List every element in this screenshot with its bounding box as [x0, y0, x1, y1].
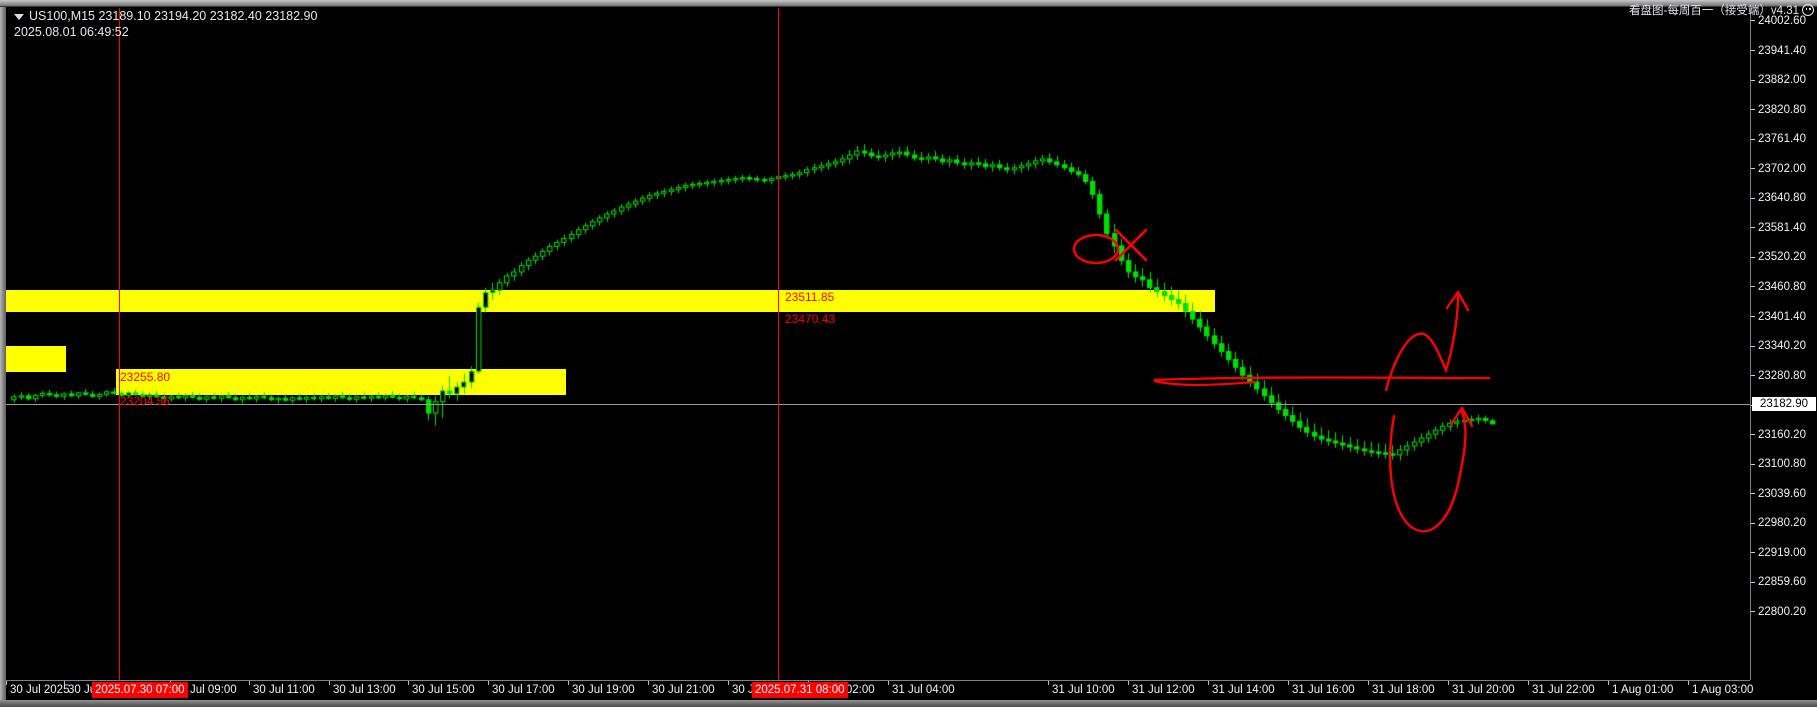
crosshair-time-badge: 2025.07.30 07:00 [92, 682, 188, 698]
time-axis-tick: 30 Jul 2025 [10, 684, 70, 696]
axis-tick-mark [1751, 345, 1755, 347]
time-axis-tick: 30 Jul 21:00 [652, 684, 715, 696]
axis-tick-mark [1288, 681, 1289, 685]
price-axis-tick: 23100.80 [1751, 457, 1817, 471]
axis-tick-mark [728, 681, 729, 685]
time-axis-tick: 1 Aug 03:00 [1692, 684, 1754, 696]
axis-tick-mark [6, 681, 7, 685]
axis-tick-mark [1751, 581, 1755, 583]
axis-tick-mark [64, 681, 65, 685]
time-axis-tick: 31 Jul 04:00 [892, 684, 955, 696]
window-left-rail [0, 7, 6, 707]
time-axis-tick: 31 Jul 16:00 [1292, 684, 1355, 696]
axis-tick-mark [1751, 434, 1755, 436]
axis-tick-mark [1048, 681, 1049, 685]
price-axis-tick: 23882.00 [1751, 73, 1817, 87]
axis-tick-mark [1751, 168, 1755, 170]
crosshair-time-badge: 2025.07.31 08:00 [752, 682, 848, 698]
axis-tick-mark [1368, 681, 1369, 685]
time-axis-tick: 1 Aug 01:00 [1612, 684, 1674, 696]
crosshair-vertical-line-1[interactable] [119, 8, 120, 680]
time-axis-tick: 31 Jul 12:00 [1132, 684, 1195, 696]
axis-tick-mark [1208, 681, 1209, 685]
axis-tick-mark [568, 681, 569, 685]
candlestick-series [6, 8, 1750, 680]
time-axis-tick: 31 Jul 10:00 [1052, 684, 1115, 696]
price-axis[interactable]: 24002.60 23941.40 23882.00 23820.80 23761.40… [1750, 8, 1817, 680]
demand-zone-bottom-label: 23204.56 [120, 394, 171, 408]
axis-tick-mark [648, 681, 649, 685]
price-axis-tick: 23761.40 [1751, 132, 1817, 146]
axis-tick-mark [1751, 50, 1755, 52]
axis-tick-mark [1751, 463, 1755, 465]
price-axis-tick: 23702.00 [1751, 162, 1817, 176]
price-axis-tick: 24002.60 [1751, 14, 1817, 28]
axis-tick-mark [1751, 493, 1755, 495]
price-axis-tick: 22859.60 [1751, 575, 1817, 589]
axis-tick-mark [1448, 681, 1449, 685]
time-axis-tick: 31 Jul 20:00 [1452, 684, 1515, 696]
axis-tick-mark [1751, 552, 1755, 554]
current-price-badge: 23182.90 [1752, 397, 1816, 411]
time-axis-tick: 30 Jul 13:00 [333, 684, 396, 696]
axis-tick-mark [1751, 256, 1755, 258]
price-axis-tick: 22800.20 [1751, 605, 1817, 619]
time-axis-tick: 30 Jul 11:00 [253, 684, 315, 696]
price-axis-tick: 23039.60 [1751, 487, 1817, 501]
axis-tick-mark [249, 681, 250, 685]
axis-tick-mark [888, 681, 889, 685]
price-axis-tick: 23460.80 [1751, 280, 1817, 294]
time-axis-tick: 30 Jul 09:00 [174, 684, 237, 696]
axis-tick-mark [1751, 227, 1755, 229]
time-axis-tick: 31 Jul 14:00 [1212, 684, 1275, 696]
axis-tick-mark [1751, 611, 1755, 613]
axis-tick-mark [329, 681, 330, 685]
price-axis-tick: 22919.00 [1751, 546, 1817, 560]
price-axis-tick: 23941.40 [1751, 44, 1817, 58]
window-titlebar [0, 0, 1817, 7]
supply-zone-top-label: 23511.85 [785, 290, 835, 304]
price-axis-tick: 23401.40 [1751, 310, 1817, 324]
price-axis-tick: 23520.20 [1751, 250, 1817, 264]
price-axis-tick: 23280.80 [1751, 369, 1817, 383]
chart-timestamp: 2025.08.01 06:49:52 [14, 25, 129, 39]
window-bottom-rail [0, 700, 1817, 707]
time-axis-tick: 30 Jul 15:00 [412, 684, 475, 696]
crosshair-vertical-line-2[interactable] [778, 8, 779, 680]
time-axis-tick: 30 Jul 17:00 [492, 684, 555, 696]
axis-tick-mark [1751, 315, 1755, 317]
ea-indicator-label: 看盘图-每周百一（接受端）v4.31 [1629, 2, 1814, 18]
price-axis-tick: 22980.20 [1751, 516, 1817, 530]
axis-tick-mark [1608, 681, 1609, 685]
axis-tick-mark [488, 681, 489, 685]
time-axis-tick: 30 Jul 19:00 [572, 684, 635, 696]
demand-zone-top-label: 23255.80 [120, 370, 171, 384]
axis-tick-mark [408, 681, 409, 685]
time-axis-tick: 31 Jul 22:00 [1532, 684, 1595, 696]
price-axis-tick: 23581.40 [1751, 221, 1817, 235]
axis-tick-mark [1751, 138, 1755, 140]
axis-tick-mark [1751, 286, 1755, 288]
supply-zone-bottom-label: 23470.43 [785, 312, 836, 326]
axis-tick-mark [1751, 522, 1755, 524]
price-axis-tick: 23640.80 [1751, 191, 1817, 205]
axis-tick-mark [1688, 681, 1689, 685]
axis-tick-mark [1751, 375, 1755, 377]
axis-tick-mark [1128, 681, 1129, 685]
time-axis-tick: 31 Jul 18:00 [1372, 684, 1435, 696]
axis-tick-mark [1751, 197, 1755, 199]
price-axis-tick: 23820.80 [1751, 103, 1817, 117]
current-price-line [6, 404, 1750, 405]
axis-tick-mark [1751, 79, 1755, 81]
chart-plot-area[interactable]: 23511.85 23470.43 23255.80 23204.56 [6, 8, 1750, 680]
price-axis-tick: 23340.20 [1751, 339, 1817, 353]
axis-tick-mark [1528, 681, 1529, 685]
axis-tick-mark [1751, 20, 1755, 22]
price-axis-tick: 23160.20 [1751, 428, 1817, 442]
ea-label-text: 看盘图-每周百一（接受端）v4.31 [1629, 5, 1799, 17]
axis-tick-mark [1751, 109, 1755, 111]
smiley-face-icon[interactable] [1802, 4, 1814, 16]
